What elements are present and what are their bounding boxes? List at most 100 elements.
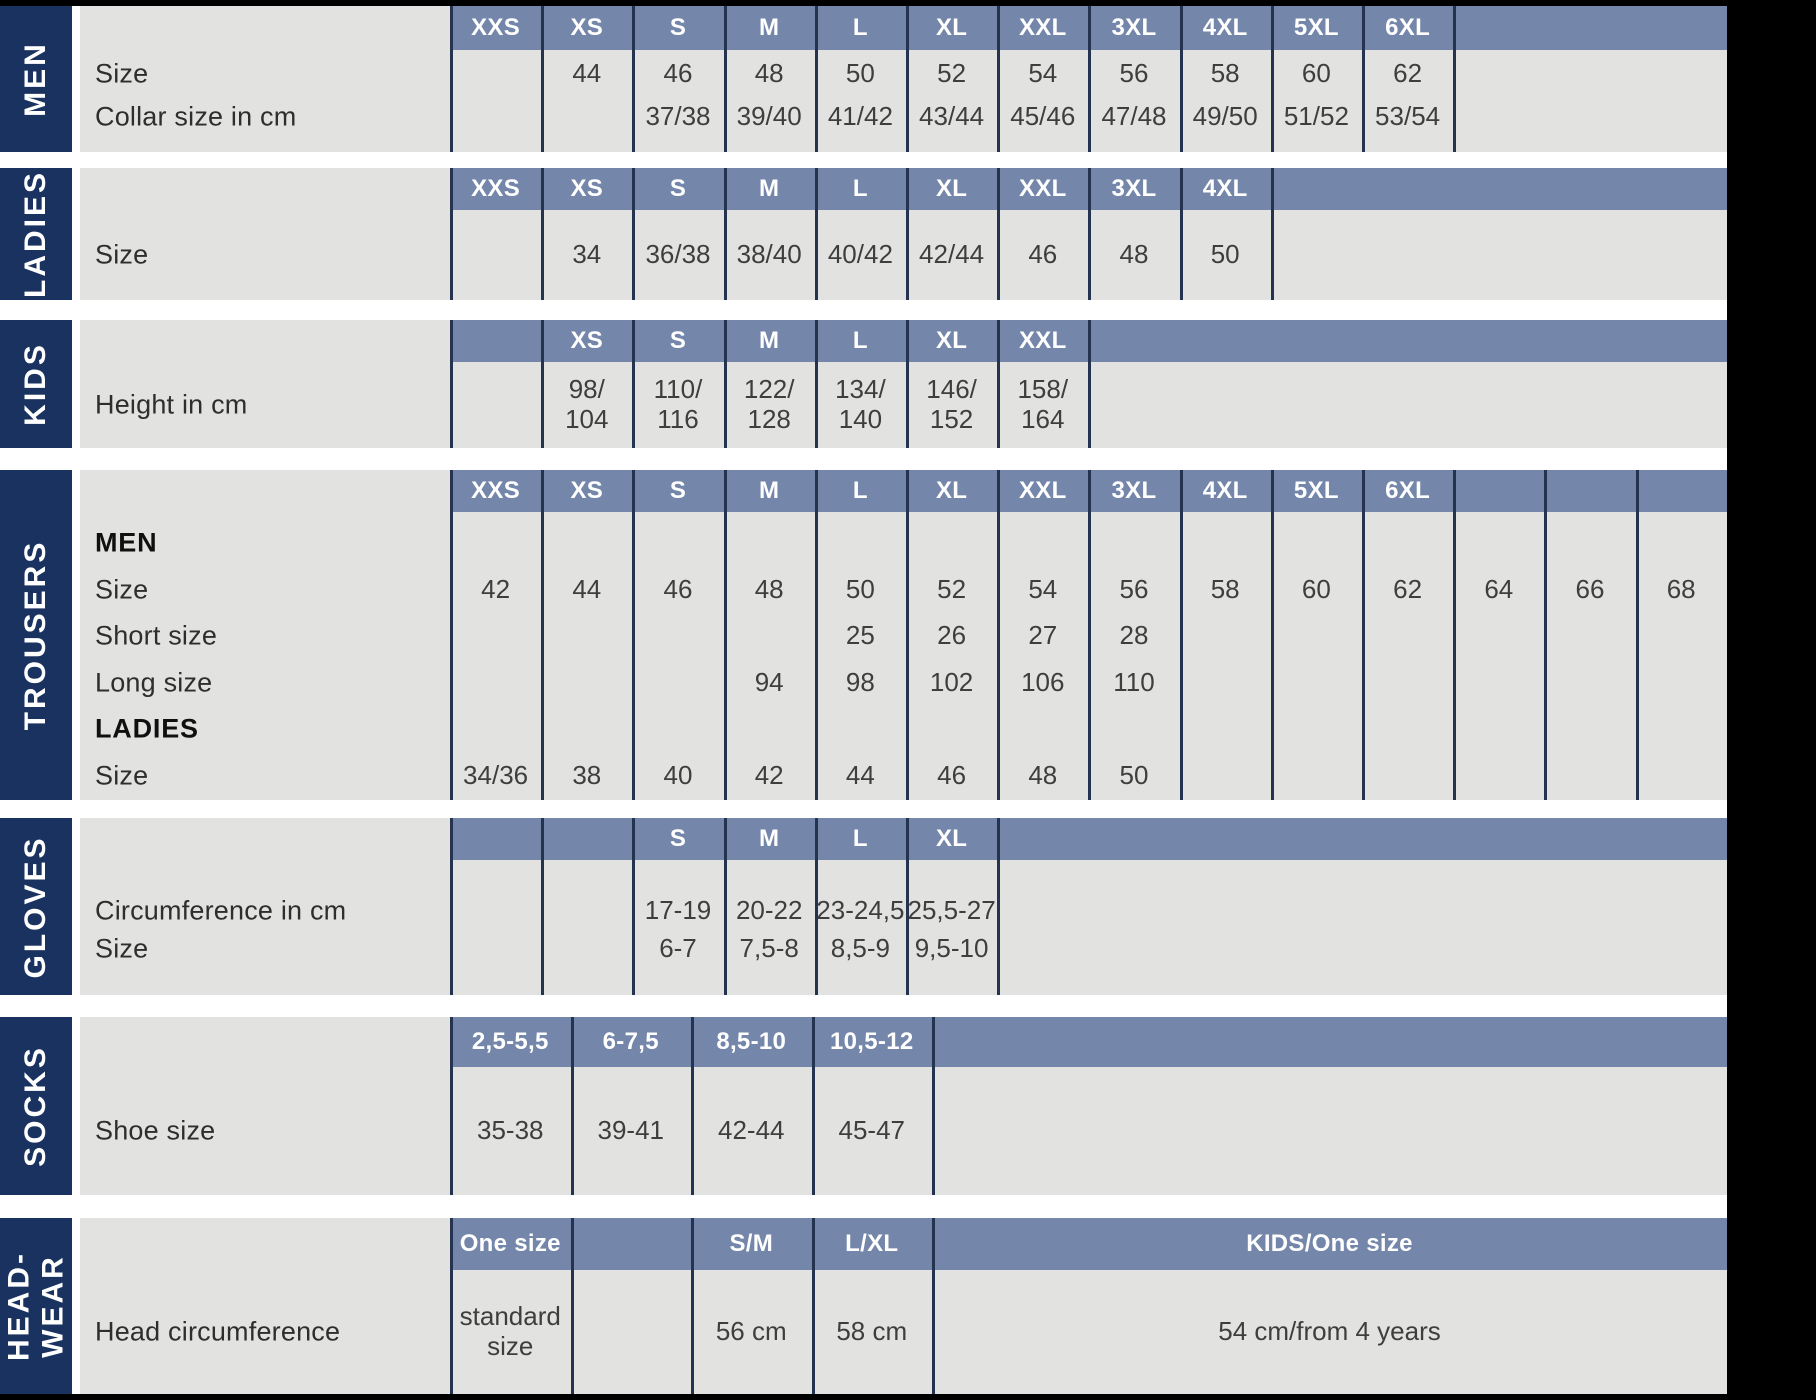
headwear-table-panel: One size S/M L/XL KIDS/One size Head circumf… — [80, 1218, 1727, 1394]
header-cell: XXS — [471, 175, 521, 202]
row-label: Circumference in cm — [95, 895, 347, 926]
column-divider — [932, 1218, 935, 1394]
header-cell: 5XL — [1293, 477, 1339, 504]
header-cell: 8,5-10 — [716, 1028, 787, 1055]
ladies-vertical-label: LADIES — [19, 169, 53, 299]
trousers-table-panel: XXS XS S M L XL XXL 3XL 4XL 5XL 6XL MEN Size 42 44 46 48… — [80, 470, 1727, 800]
value-cell: 45-47 — [838, 1115, 906, 1146]
value-cell: 50 — [845, 57, 875, 88]
header-cell: 3XL — [1111, 477, 1157, 504]
column-divider — [814, 320, 818, 448]
column-divider — [814, 168, 818, 300]
value-cell: 146/ 152 — [926, 374, 977, 434]
value-cell: 46 — [663, 57, 693, 88]
column-divider — [723, 320, 727, 448]
value-cell: 50 — [1119, 759, 1149, 790]
column-divider — [632, 818, 636, 995]
row-label: Collar size in cm — [95, 101, 297, 131]
row-label: Size — [95, 574, 149, 605]
value-cell: 20-22 — [735, 895, 803, 926]
header-cell: S — [669, 825, 687, 852]
column-divider — [1179, 6, 1183, 152]
value-cell: 110/ 116 — [653, 374, 703, 434]
gloves-vertical-label: GLOVES — [19, 834, 53, 979]
column-divider — [723, 470, 727, 800]
header-cell: L — [852, 14, 868, 41]
headwear-vertical-label: HEAD- WEAR — [2, 1251, 69, 1361]
header-cell: 4XL — [1202, 14, 1248, 41]
value-cell: 62 — [1393, 57, 1423, 88]
column-divider — [450, 168, 453, 300]
column-divider — [541, 320, 545, 448]
header-cell: 6XL — [1385, 477, 1431, 504]
column-divider — [450, 1218, 453, 1394]
row-label: Long size — [95, 667, 213, 698]
row-label: Head circumference — [95, 1316, 341, 1347]
ladies-label-block: LADIES — [0, 168, 72, 300]
trousers-label-block: TROUSERS — [0, 470, 72, 800]
column-divider — [1088, 320, 1092, 448]
value-cell: 48 — [754, 57, 784, 88]
column-divider — [541, 470, 545, 800]
value-cell: 9,5-10 — [914, 933, 989, 964]
row-label: LADIES — [95, 713, 199, 744]
value-cell: 158/ 164 — [1017, 374, 1069, 434]
value-cell: 44 — [572, 57, 602, 88]
column-divider — [632, 168, 636, 300]
column-divider — [1362, 6, 1365, 152]
socks-header-bar — [450, 1017, 1727, 1067]
column-divider — [450, 470, 453, 800]
column-divider — [632, 470, 636, 800]
header-cell: S — [669, 477, 687, 504]
header-cell: XS — [570, 327, 604, 354]
value-cell: 38/40 — [736, 239, 802, 270]
header-cell: S — [669, 175, 687, 202]
header-cell: XL — [935, 175, 968, 202]
value-cell: 44 — [572, 573, 602, 604]
value-cell: 38 — [572, 759, 602, 790]
column-divider — [1270, 168, 1274, 300]
header-cell: M — [759, 477, 780, 504]
value-cell: 52 — [937, 573, 967, 604]
header-cell: XXL — [1018, 477, 1067, 504]
row-label: Size — [95, 760, 149, 791]
value-cell: 34/36 — [463, 759, 529, 790]
column-divider — [1544, 470, 1548, 800]
column-divider — [691, 1017, 694, 1195]
value-cell: 17-19 — [644, 895, 712, 926]
socks-label-block: SOCKS — [0, 1017, 72, 1195]
column-divider — [814, 6, 818, 152]
column-divider — [450, 818, 453, 995]
header-cell: 5XL — [1293, 14, 1339, 41]
value-cell: 37/38 — [645, 100, 711, 131]
value-cell: 58 cm — [836, 1316, 908, 1347]
header-cell: XXS — [471, 14, 521, 41]
headwear-header-bar — [450, 1218, 1727, 1270]
gloves-table-panel: S M L XL Circumference in cm 17-19 20-22 23-24,… — [80, 818, 1727, 995]
kids-vertical-label: KIDS — [19, 342, 53, 426]
column-divider — [906, 168, 909, 300]
value-cell: 58 — [1210, 573, 1240, 604]
value-cell: 45/46 — [1010, 100, 1076, 131]
column-divider — [1088, 470, 1092, 800]
header-cell: M — [759, 175, 780, 202]
column-divider — [906, 320, 909, 448]
header-cell: L — [852, 175, 868, 202]
column-divider — [997, 818, 1001, 995]
column-divider — [723, 818, 727, 995]
column-divider — [450, 320, 453, 448]
value-cell: 52 — [937, 57, 967, 88]
section-gloves: GLOVES S M L XL Circumference in cm 17-19 20-2… — [0, 818, 1727, 995]
column-divider — [1270, 6, 1274, 152]
column-divider — [997, 470, 1001, 800]
column-divider — [1453, 470, 1457, 800]
gloves-header-bar — [450, 818, 1727, 860]
value-cell: 110 — [1113, 666, 1155, 697]
socks-vertical-label: SOCKS — [19, 1045, 53, 1167]
header-cell: L — [852, 477, 868, 504]
men-label-block: MEN — [0, 6, 72, 152]
value-cell: 23-24,5 — [816, 895, 905, 926]
value-cell: 47/48 — [1101, 100, 1167, 131]
kids-table-panel: XS S M L XL XXL Height in cm 98/ 104 110/ 116 122… — [80, 320, 1727, 448]
value-cell: 7,5-8 — [739, 933, 799, 964]
